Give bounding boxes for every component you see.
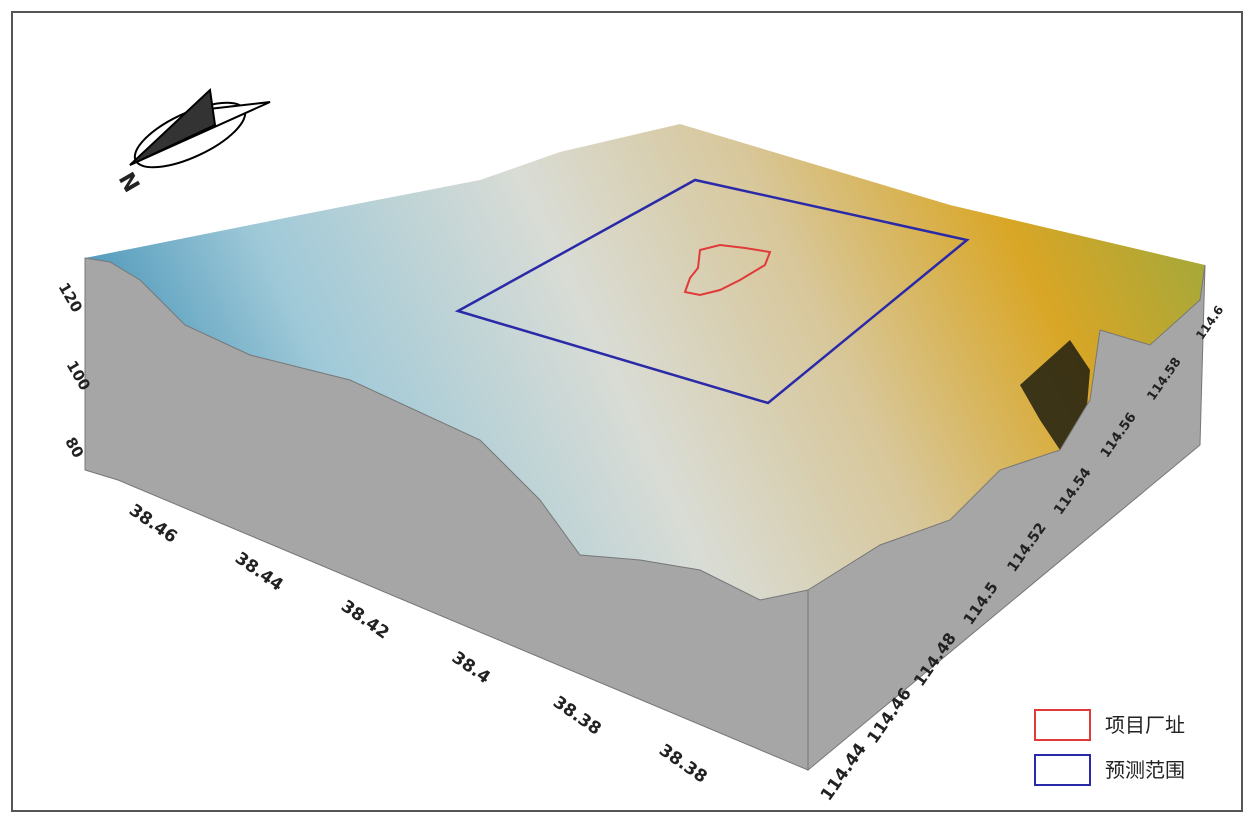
terrain-shadow (1020, 340, 1090, 450)
terrain-side (84, 257, 809, 771)
project-site (683, 243, 772, 297)
north-arrow (129, 87, 271, 169)
legend-label: 项目厂址 (1105, 713, 1185, 737)
terrain-side (807, 264, 1206, 772)
legend-label: 预测范围 (1105, 758, 1185, 782)
prediction-range (454, 178, 970, 405)
legend-swatch (1034, 709, 1091, 741)
terrain-surface (85, 124, 1205, 600)
legend-swatch (1034, 754, 1091, 786)
